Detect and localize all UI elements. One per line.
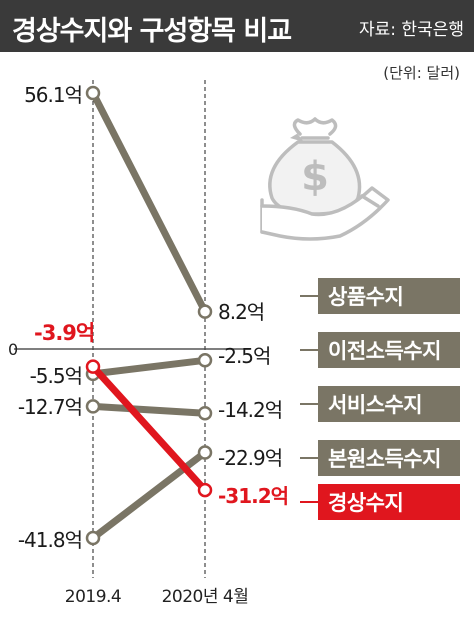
x-axis-labels: 2019.4 2020년 4월 bbox=[65, 587, 249, 607]
value-label-left-2: -12.7억 bbox=[18, 395, 82, 419]
value-label-left-1: -5.5억 bbox=[30, 364, 82, 388]
series-point-2-1 bbox=[199, 407, 211, 419]
value-label-left-0: 56.1억 bbox=[24, 83, 82, 107]
series-point-4-0 bbox=[87, 361, 99, 373]
value-label-left-4: -3.9억 bbox=[34, 321, 94, 345]
series-line-3 bbox=[93, 453, 205, 538]
value-label-right-2: -14.2억 bbox=[218, 398, 282, 422]
value-label-right-3: -22.9억 bbox=[218, 446, 282, 470]
zero-label: 0 bbox=[8, 340, 18, 359]
value-label-right-1: -2.5억 bbox=[218, 344, 270, 368]
series-point-1-1 bbox=[199, 354, 211, 366]
value-label-left-3: -41.8억 bbox=[18, 528, 82, 552]
series-name-0: 상품수지 bbox=[328, 285, 403, 309]
series-point-3-1 bbox=[199, 447, 211, 459]
series-point-0-0 bbox=[87, 87, 99, 99]
series-line-1 bbox=[93, 360, 205, 374]
value-label-right-0: 8.2억 bbox=[218, 300, 264, 324]
dollar-sign-icon: $ bbox=[301, 154, 329, 200]
value-labels: 56.1억 8.2억 -5.5억 -2.5억 -12.7억 -14.2억 -41.8억 -22… bbox=[18, 83, 288, 552]
series-name-2: 서비스수지 bbox=[328, 393, 422, 417]
series-name-3: 본원소득수지 bbox=[328, 447, 441, 471]
value-label-right-4: -31.2억 bbox=[218, 484, 288, 508]
series-name-4: 경상수지 bbox=[328, 491, 403, 515]
x-label-1: 2020년 4월 bbox=[162, 587, 249, 607]
series-name-1: 이전소득수지 bbox=[328, 339, 441, 363]
series-line-0 bbox=[93, 93, 205, 312]
series-line-2 bbox=[93, 406, 205, 413]
x-label-0: 2019.4 bbox=[65, 587, 121, 607]
series-lines bbox=[87, 87, 211, 544]
series-point-0-1 bbox=[199, 306, 211, 318]
series-point-4-1 bbox=[199, 484, 211, 496]
period-guide-lines bbox=[93, 80, 205, 578]
series-line-4 bbox=[93, 367, 205, 490]
series-point-3-0 bbox=[87, 532, 99, 544]
series-point-2-0 bbox=[87, 400, 99, 412]
